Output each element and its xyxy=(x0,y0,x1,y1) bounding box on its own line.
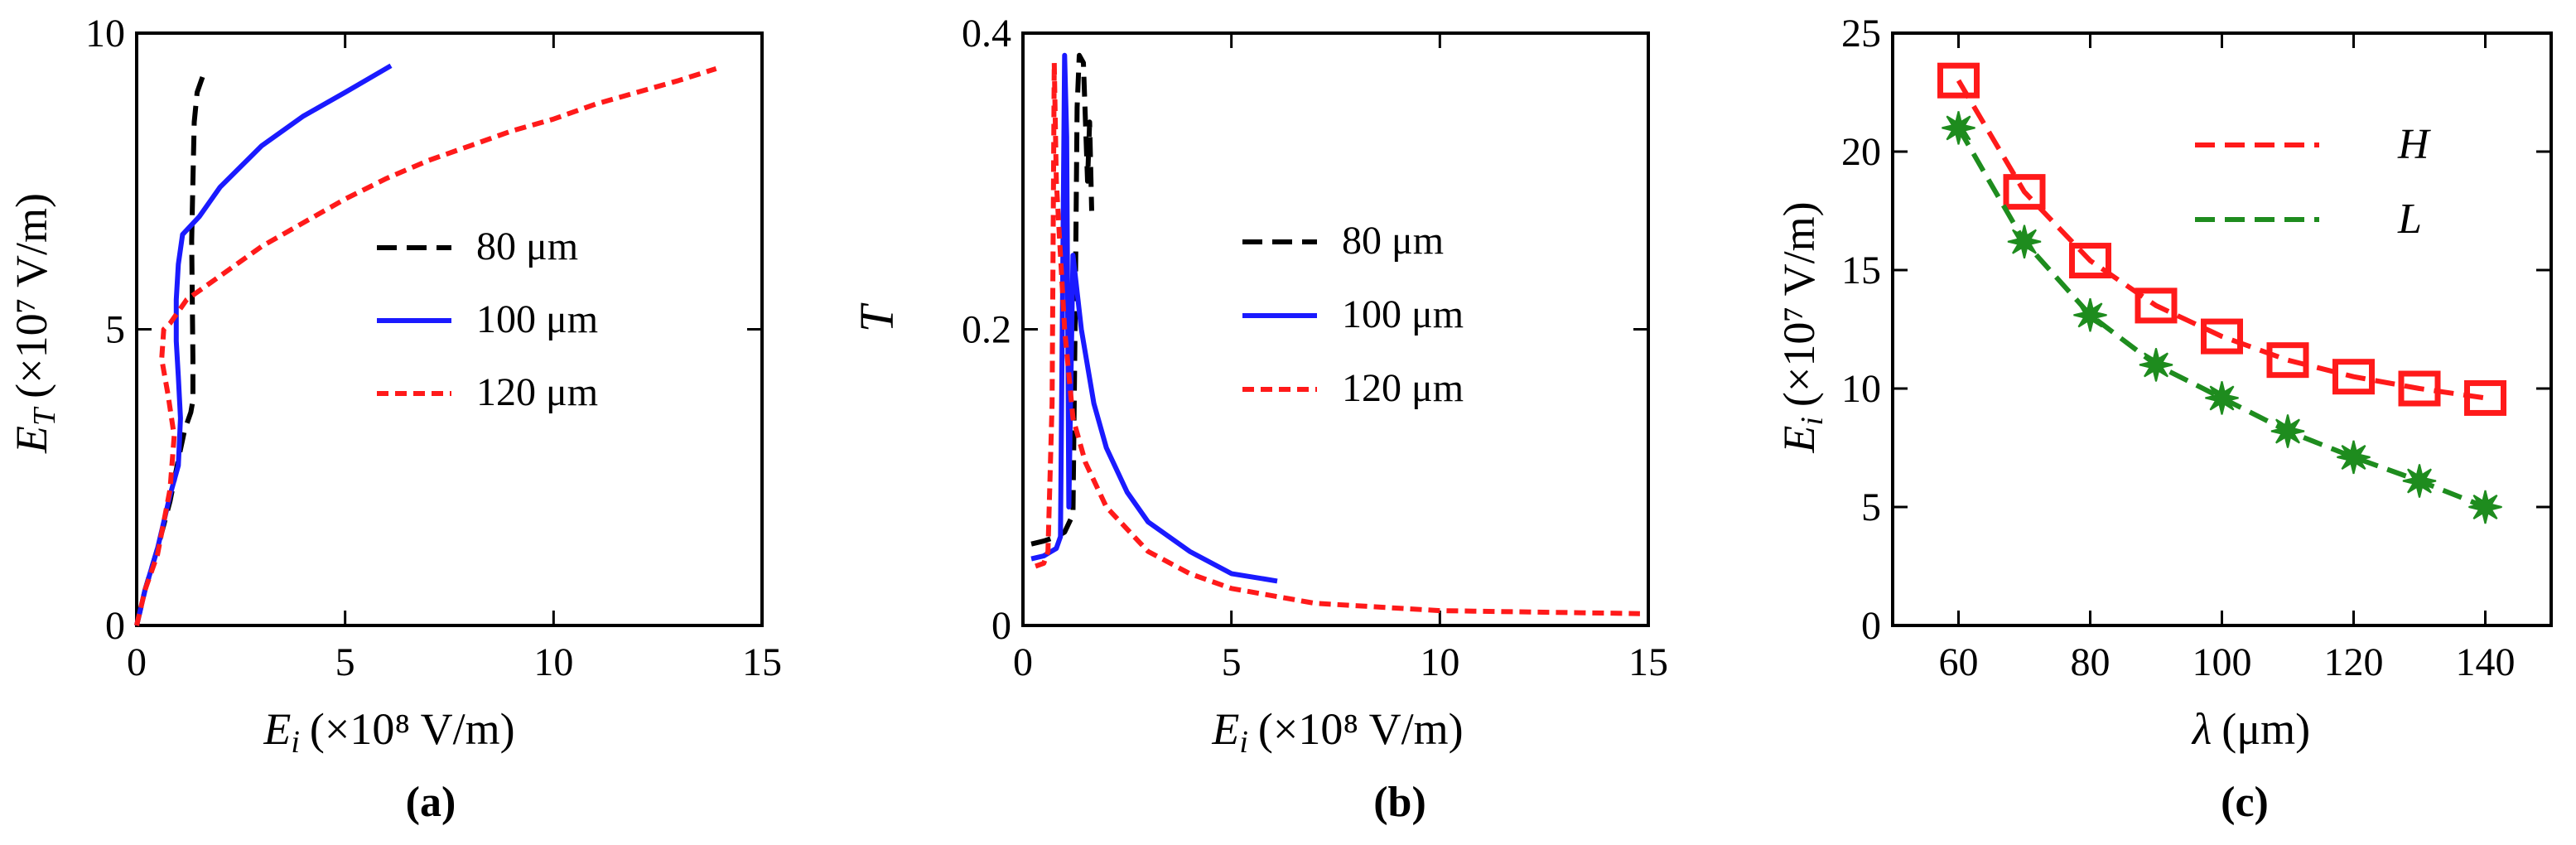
data-point-star xyxy=(2337,440,2371,475)
series-layer-a xyxy=(134,63,717,626)
x-tick-label: 80 xyxy=(2071,640,2110,684)
x-tick-label: 10 xyxy=(533,640,573,684)
legend-b-label-120: 120 μm xyxy=(1342,366,1464,410)
series-layer-c xyxy=(1937,62,2506,524)
legend-c: H L xyxy=(2195,121,2431,243)
x-tick-label: 0 xyxy=(127,640,147,684)
plot-frame-a xyxy=(135,31,764,627)
y-tick-label: 10 xyxy=(85,12,125,56)
plot-frame-b xyxy=(1021,31,1650,627)
data-point-star xyxy=(1942,111,1975,145)
y-tick-label: 0 xyxy=(991,604,1011,648)
data-point-square xyxy=(2464,379,2506,416)
data-point-square xyxy=(1937,62,1980,99)
panel-b: 0 5 10 15 0 0.2 0.4 80 μm 100 μm 120 μm Ei (×10… xyxy=(850,12,1668,826)
x-tick-label: 10 xyxy=(1420,640,1459,684)
series-line-a-0 xyxy=(134,67,208,626)
series-line-b-2 xyxy=(1035,60,1640,616)
data-point-star xyxy=(2073,298,2107,332)
y-tick-label: 15 xyxy=(1841,249,1881,292)
y-tick-label: 25 xyxy=(1841,12,1881,56)
y-axis-label-b: T xyxy=(850,302,904,332)
legend-c-label-h: H xyxy=(2397,121,2431,168)
y-tick-label: 0.4 xyxy=(962,12,1011,56)
legend-b: 80 μm 100 μm 120 μm xyxy=(1242,219,1464,410)
data-point-square xyxy=(2201,318,2243,355)
caption-a: (a) xyxy=(406,779,456,826)
legend-a-label-120: 120 μm xyxy=(476,370,598,414)
ticks-b: 0 5 10 15 0 0.2 0.4 xyxy=(962,12,1668,684)
series-line-c-0 xyxy=(1956,79,2486,401)
legend-a-label-80: 80 μm xyxy=(476,225,578,268)
panel-c: 60 80 100 120 140 0 5 10 15 20 25 H L λ (μm) Ei(×10… xyxy=(1774,12,2553,826)
data-point-square xyxy=(2069,243,2111,279)
ticks-c: 60 80 100 120 140 0 5 10 15 20 25 xyxy=(1841,12,2551,684)
y-tick-label: 5 xyxy=(105,308,125,352)
x-tick-label: 120 xyxy=(2324,640,2384,684)
panel-a: 0 5 10 15 0 5 10 80 μm 100 μm 120 μm Ei (×10⁸ V… xyxy=(7,12,782,826)
data-point-square xyxy=(2266,342,2309,379)
legend-b-label-80: 80 μm xyxy=(1342,219,1444,263)
y-tick-label: 5 xyxy=(1861,485,1881,529)
series-line-a-2 xyxy=(134,66,717,626)
data-point-square xyxy=(2135,287,2178,324)
legend-a: 80 μm 100 μm 120 μm xyxy=(377,225,598,414)
legend-c-label-l: L xyxy=(2397,196,2422,243)
series-layer-b xyxy=(1030,52,1640,616)
plot-frame-c xyxy=(1891,31,2553,627)
x-tick-label: 15 xyxy=(742,640,782,684)
data-point-square xyxy=(2398,370,2441,407)
x-tick-label: 5 xyxy=(1222,640,1242,684)
data-point-star xyxy=(2007,225,2042,258)
y-axis-label-a: ET(×10⁷ V/m) xyxy=(7,193,62,454)
data-point-square xyxy=(2003,174,2046,210)
data-point-star xyxy=(2402,464,2437,498)
caption-c: (c) xyxy=(2221,779,2269,826)
x-tick-label: 60 xyxy=(1939,640,1979,684)
y-tick-label: 0 xyxy=(1861,604,1881,648)
y-axis-label-c: Ei(×10⁷ V/m) xyxy=(1774,201,1830,453)
data-point-star xyxy=(2205,381,2239,415)
series-line-a-1 xyxy=(134,63,393,626)
x-tick-label: 0 xyxy=(1013,640,1033,684)
data-point-star xyxy=(2270,414,2305,448)
data-point-star xyxy=(2468,490,2502,524)
data-point-star xyxy=(2139,348,2173,382)
caption-b: (b) xyxy=(1373,779,1426,826)
x-axis-label-c: λ (μm) xyxy=(2191,704,2310,754)
x-tick-label: 15 xyxy=(1628,640,1668,684)
x-axis-label-b: Ei (×10⁸ V/m) xyxy=(1211,704,1463,760)
legend-a-label-100: 100 μm xyxy=(476,297,598,341)
x-tick-label: 140 xyxy=(2456,640,2516,684)
series-line-b-1 xyxy=(1030,52,1278,584)
x-tick-label: 5 xyxy=(335,640,355,684)
y-tick-label: 10 xyxy=(1841,367,1881,411)
series-line-b-0 xyxy=(1030,52,1094,547)
y-tick-label: 20 xyxy=(1841,130,1881,174)
ticks-a: 0 5 10 15 0 5 10 xyxy=(85,12,782,684)
x-tick-label: 100 xyxy=(2192,640,2252,684)
data-point-square xyxy=(2332,359,2375,395)
legend-b-label-100: 100 μm xyxy=(1342,292,1464,336)
y-tick-label: 0 xyxy=(105,604,125,648)
y-tick-label: 0.2 xyxy=(962,308,1011,352)
x-axis-label-a: Ei (×10⁸ V/m) xyxy=(263,704,514,760)
series-line-c-1 xyxy=(1956,126,2487,509)
